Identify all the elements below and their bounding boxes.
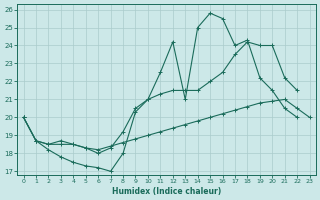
X-axis label: Humidex (Indice chaleur): Humidex (Indice chaleur): [112, 187, 221, 196]
